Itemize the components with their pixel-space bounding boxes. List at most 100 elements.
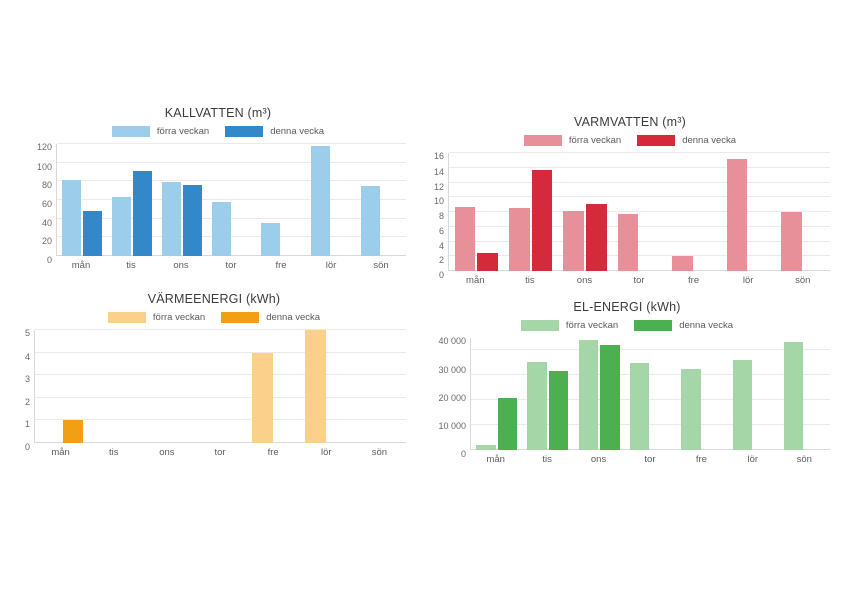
bar[interactable] [361, 186, 381, 256]
bar[interactable] [497, 397, 518, 450]
bar-group [676, 338, 727, 450]
chart-panel-varmeenergi: VÄRMEENERGI (kWh) förra veckan denna vecka… [22, 292, 406, 458]
x-axis: mån tis ons tor fre lör sön [424, 454, 830, 465]
bar[interactable] [781, 212, 802, 271]
chart-panel-elenergi: EL-ENERGI (kWh) förra veckan denna vecka 40… [424, 300, 830, 465]
legend-entry-denna-vecka[interactable]: denna vecka [637, 135, 736, 146]
bar-slot [111, 144, 131, 256]
x-axis-label: tor [225, 260, 237, 271]
bar[interactable] [476, 444, 496, 450]
chart-legend: förra veckan denna vecka [22, 312, 406, 323]
bar[interactable] [161, 181, 181, 256]
legend-entry-forra-veckan[interactable]: förra veckan [523, 135, 621, 146]
gridline [35, 374, 406, 376]
plot-wrap: 16 14 12 10 8 6 4 2 0 [430, 152, 830, 280]
legend-entry-denna-vecka[interactable]: denna vecka [634, 320, 733, 331]
x-axis-label: ons [576, 275, 593, 286]
bar[interactable] [527, 361, 547, 450]
bar-group [558, 153, 612, 271]
legend-entry-forra-veckan[interactable]: förra veckan [111, 126, 210, 137]
x-axis-label: sön [371, 447, 388, 458]
legend-label: denna vecka [679, 320, 734, 331]
legend-entry-denna-vecka[interactable]: denna vecka [225, 126, 324, 137]
bar[interactable] [732, 359, 753, 450]
bar[interactable] [61, 180, 81, 256]
bar-group [57, 144, 107, 256]
gridline [471, 424, 830, 426]
bar-group [471, 338, 522, 450]
legend-entry-forra-veckan[interactable]: förra veckan [107, 312, 205, 323]
bar[interactable] [681, 369, 701, 450]
gridline [471, 399, 830, 401]
x-axis-label: fre [695, 454, 707, 465]
legend-swatch [523, 135, 562, 146]
bar[interactable] [454, 206, 476, 271]
chart-title: VÄRMEENERGI (kWh) [147, 292, 281, 306]
legend-entry-forra-veckan[interactable]: förra veckan [520, 320, 619, 331]
bar-slot [703, 338, 722, 450]
bar[interactable] [726, 158, 748, 271]
bar-slot [640, 153, 661, 271]
bars-container [449, 153, 830, 271]
bar[interactable] [477, 253, 498, 271]
bar[interactable] [311, 146, 331, 256]
bar[interactable] [672, 256, 693, 271]
bar-slot [651, 338, 670, 450]
x-axis-label: lör [320, 447, 332, 458]
gridline [57, 161, 406, 163]
bar[interactable] [508, 208, 530, 271]
bar[interactable] [305, 330, 326, 443]
bar-group [300, 330, 353, 443]
bar-slot [116, 330, 136, 443]
bar[interactable] [630, 362, 650, 450]
bar-slot [311, 144, 331, 256]
gridline [449, 240, 830, 242]
plot-area [34, 329, 406, 443]
bar-group [522, 338, 573, 450]
plot-wrap: 120 100 80 60 40 20 0 [30, 143, 406, 264]
gridline [449, 152, 830, 153]
bar[interactable] [132, 170, 152, 256]
bar-slot [132, 144, 152, 256]
bar[interactable] [531, 169, 553, 271]
bar-group [141, 330, 194, 443]
bar-slot [681, 338, 701, 450]
gridline [57, 180, 406, 182]
bar-group [194, 330, 247, 443]
bar[interactable] [82, 210, 102, 256]
x-axis-label: ons [590, 454, 607, 465]
bar[interactable] [111, 196, 131, 256]
gridline [35, 329, 406, 330]
legend-swatch [520, 320, 559, 331]
bar[interactable] [211, 202, 231, 256]
bar-group [306, 144, 356, 256]
bar-group [625, 338, 676, 450]
legend-label: förra veckan [156, 126, 210, 137]
legend-label: denna vecka [682, 135, 737, 146]
bar[interactable] [600, 345, 620, 450]
chart-title: VARMVATTEN (m³) [573, 115, 686, 129]
bar[interactable] [261, 222, 281, 256]
bar[interactable] [182, 185, 202, 256]
bar[interactable] [617, 214, 639, 271]
x-axis-label: tis [542, 454, 552, 465]
bar-slot [477, 153, 498, 271]
bar-slot [199, 330, 219, 443]
gridline [57, 217, 406, 219]
x-axis-label: tis [525, 275, 535, 286]
bar[interactable] [578, 339, 599, 450]
bar[interactable] [62, 420, 83, 443]
bar[interactable] [783, 342, 804, 450]
bar[interactable] [548, 370, 569, 450]
bar[interactable] [563, 211, 585, 271]
bar-slot [382, 144, 401, 256]
bars-container [35, 330, 406, 443]
gridlines [471, 338, 830, 450]
legend-label: förra veckan [565, 320, 619, 331]
bar[interactable] [252, 352, 273, 443]
legend-entry-denna-vecka[interactable]: denna vecka [221, 312, 320, 323]
x-axis: mån tis ons tor fre lör sön [430, 275, 830, 286]
bar-slot [328, 330, 348, 443]
bar[interactable] [586, 203, 607, 271]
